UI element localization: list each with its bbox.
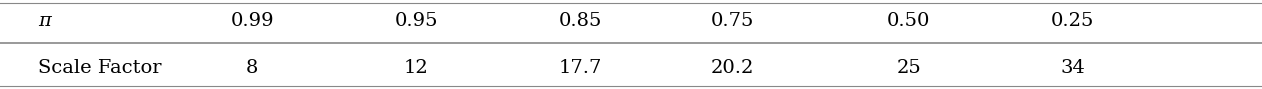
Text: 0.50: 0.50 [887,12,930,30]
Text: 12: 12 [404,59,429,77]
Text: 34: 34 [1060,59,1085,77]
Text: 20.2: 20.2 [711,59,753,77]
Text: π: π [38,12,50,30]
Text: 17.7: 17.7 [559,59,602,77]
Text: 0.95: 0.95 [395,12,438,30]
Text: Scale Factor: Scale Factor [38,59,162,77]
Text: 0.75: 0.75 [711,12,753,30]
Text: 0.85: 0.85 [559,12,602,30]
Text: 25: 25 [896,59,921,77]
Text: 0.99: 0.99 [231,12,274,30]
Text: 0.25: 0.25 [1051,12,1094,30]
Text: 8: 8 [246,59,259,77]
